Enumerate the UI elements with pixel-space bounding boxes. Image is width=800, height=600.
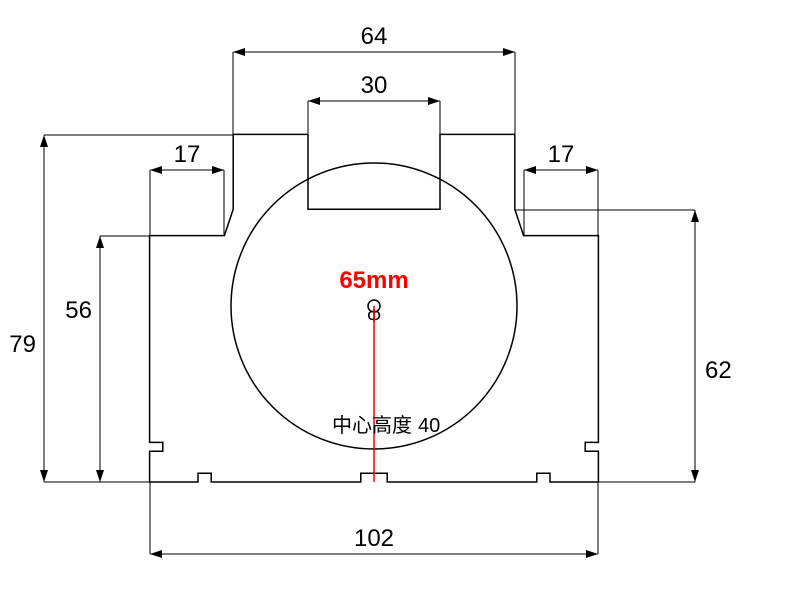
svg-text:30: 30	[361, 72, 388, 99]
svg-text:102: 102	[354, 525, 394, 552]
svg-text:62: 62	[705, 357, 732, 384]
svg-text:56: 56	[65, 297, 92, 324]
center-height-value: 40	[418, 415, 440, 437]
engineering-drawing: 65mm Φ 中心高度 40 64 30 17 17	[0, 0, 800, 600]
center-height-label: 中心高度	[332, 414, 412, 437]
svg-text:79: 79	[9, 331, 36, 358]
dim-left-17: 17	[150, 141, 224, 236]
dim-right-17: 17	[524, 141, 598, 236]
bore-diameter-callout: 65mm	[339, 267, 408, 294]
svg-text:17: 17	[174, 141, 201, 168]
svg-text:17: 17	[548, 141, 575, 168]
dim-top-30: 30	[308, 72, 440, 135]
dim-right-62: 62	[515, 210, 732, 482]
dim-left-79: 79	[9, 135, 233, 482]
svg-text:64: 64	[361, 23, 388, 50]
dim-left-56: 56	[65, 236, 150, 482]
dim-bottom-102: 102	[150, 482, 598, 558]
